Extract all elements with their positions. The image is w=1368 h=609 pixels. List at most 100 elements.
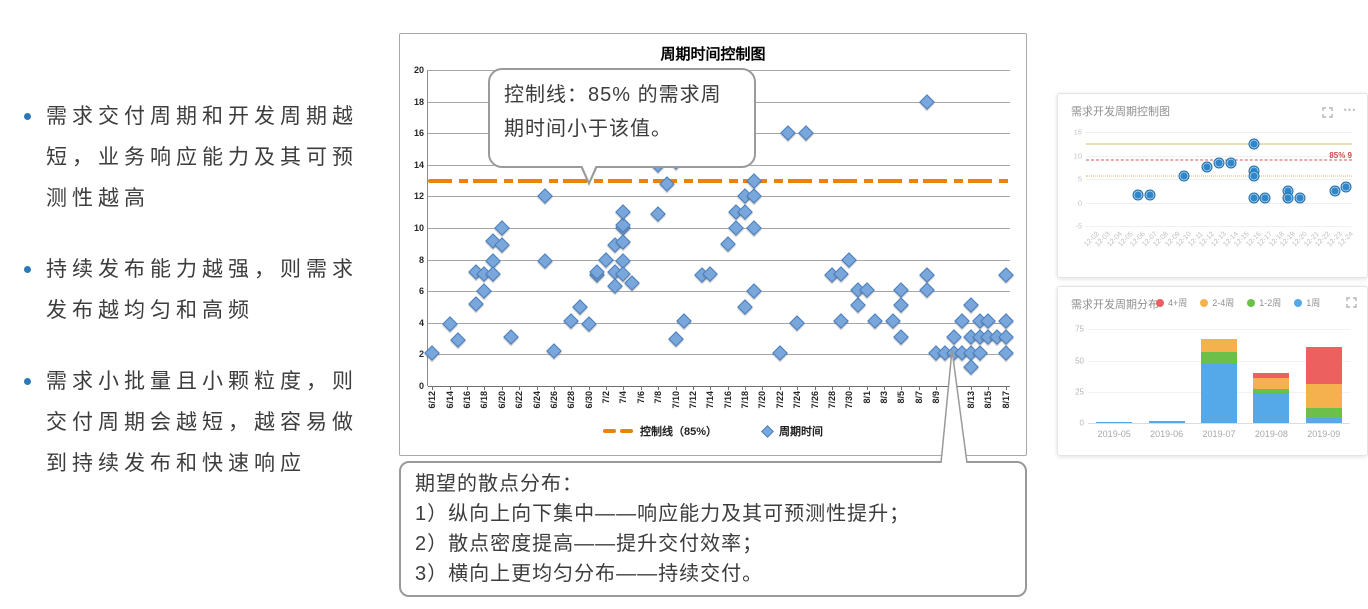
y-tick-label: 5 bbox=[1077, 174, 1082, 184]
x-tick-label: 6/26 bbox=[548, 391, 559, 409]
y-tick-label: 20 bbox=[413, 65, 424, 75]
x-tick bbox=[658, 386, 660, 390]
y-tick-label: -5 bbox=[1075, 221, 1082, 231]
bars-legend: 4+周 2-4周 1-2周 1周 bbox=[1156, 296, 1320, 309]
scatter-point bbox=[971, 345, 988, 361]
x-tick bbox=[936, 386, 938, 390]
y-tick-label: 14 bbox=[413, 159, 424, 170]
legend-label: 1-2周 bbox=[1259, 298, 1282, 308]
scatter-point bbox=[441, 316, 458, 333]
scatter-point bbox=[1329, 185, 1341, 197]
scatter-point bbox=[997, 345, 1014, 361]
x-tick bbox=[536, 386, 538, 390]
scatter-point bbox=[745, 172, 762, 189]
scatter-point bbox=[450, 332, 467, 348]
x-tick-label: 7/20 bbox=[757, 391, 768, 409]
scatter-point bbox=[893, 329, 910, 345]
expand-icon[interactable] bbox=[1322, 105, 1333, 118]
expected-distribution-note: 期望的散点分布： 1）纵向上向下集中——响应能力及其可预测性提升； 2）散点密度… bbox=[399, 461, 1027, 597]
expand-icon[interactable] bbox=[1346, 295, 1357, 308]
gridline bbox=[1086, 155, 1352, 157]
x-tick-label: 8/15 bbox=[983, 391, 994, 409]
card-title: 需求开发周期分布 bbox=[1071, 299, 1159, 311]
bar bbox=[1096, 422, 1133, 423]
scatter-point bbox=[841, 251, 858, 268]
y-tick-label: 0 bbox=[1077, 198, 1082, 207]
x-tick-label: 8/7 bbox=[913, 391, 924, 404]
scatter-point bbox=[745, 220, 762, 236]
gridline bbox=[428, 259, 1010, 261]
scatter-point bbox=[1248, 138, 1260, 150]
control-line bbox=[428, 178, 1010, 183]
legend-label: 控制线（85%） bbox=[639, 426, 718, 438]
category-label: 2019-09 bbox=[1307, 429, 1341, 439]
bar-segment bbox=[1253, 373, 1290, 378]
scatter-point bbox=[424, 345, 441, 361]
legend-swatch bbox=[1200, 298, 1209, 307]
x-tick-label: 7/6 bbox=[635, 391, 646, 404]
scatter-point bbox=[798, 125, 814, 141]
x-tick bbox=[484, 386, 486, 390]
card-actions bbox=[1346, 295, 1357, 308]
x-tick-label: 6/24 bbox=[531, 391, 542, 409]
legend-swatch bbox=[1156, 298, 1164, 307]
y-tick-label: 15 bbox=[1073, 127, 1082, 137]
gridline bbox=[1086, 132, 1352, 133]
x-tick-label: 7/18 bbox=[740, 391, 751, 409]
bar-segment bbox=[1096, 422, 1133, 423]
bullet-text: 持续发布能力越强，则需求发布越均匀和高频 bbox=[46, 258, 358, 322]
cycle-time-chart-panel: 周期时间控制图 0 2 4 6 8 10 12 14 16 18 20 6/12 6/14 6/16 6/1… bbox=[399, 33, 1027, 456]
x-tick bbox=[849, 386, 851, 390]
legend-item: 4+周 bbox=[1156, 296, 1187, 309]
x-tick bbox=[640, 386, 642, 390]
gridline bbox=[1086, 202, 1352, 204]
scatter-point bbox=[667, 330, 684, 347]
scatter-point bbox=[963, 297, 979, 314]
scatter-point bbox=[745, 283, 762, 299]
scatter-point bbox=[476, 283, 493, 299]
scatter-point bbox=[737, 299, 753, 315]
x-tick-label: 8/13 bbox=[965, 391, 976, 409]
note-line: 2）散点密度提高——提升交付效率； bbox=[415, 533, 764, 555]
scatter-point bbox=[1248, 192, 1260, 204]
scatter-point bbox=[1340, 181, 1352, 193]
legend-item-cycle-time: 周期时间 bbox=[761, 423, 823, 439]
scatter-point bbox=[858, 281, 875, 298]
x-tick bbox=[1005, 386, 1007, 390]
bar-segment bbox=[1305, 346, 1342, 385]
scatter-point bbox=[598, 251, 614, 268]
bar-segment bbox=[1253, 378, 1290, 390]
scatter-point bbox=[728, 220, 745, 236]
x-tick-label: 8/17 bbox=[1000, 391, 1011, 409]
note-line: 3）横向上更均匀分布——持续交付。 bbox=[415, 563, 764, 585]
x-tick-label: 7/30 bbox=[844, 391, 855, 409]
card-actions: ⋯ bbox=[1322, 102, 1357, 118]
category-label: 2019-07 bbox=[1202, 429, 1236, 439]
scatter-point bbox=[919, 281, 936, 298]
y-tick-label: 2 bbox=[418, 349, 424, 360]
more-menu-icon[interactable]: ⋯ bbox=[1343, 102, 1357, 117]
x-tick bbox=[675, 386, 677, 390]
x-tick bbox=[866, 386, 868, 390]
x-tick bbox=[953, 386, 955, 390]
y-tick-label: 10 bbox=[1073, 151, 1082, 160]
scatter-point bbox=[546, 343, 562, 360]
x-tick bbox=[519, 386, 521, 390]
control-line-swatch bbox=[602, 429, 633, 433]
dashboard-card-cycle-distribution: 需求开发周期分布 4+周 2-4周 1-2周 1周 0 25 50 75 2019-05 201… bbox=[1057, 286, 1368, 456]
y-tick-label: 50 bbox=[1075, 356, 1084, 365]
scatter-point bbox=[1248, 170, 1260, 182]
y-tick-label: 6 bbox=[418, 286, 424, 297]
legend-label: 2-4周 bbox=[1212, 298, 1235, 308]
scatter-point bbox=[1282, 192, 1294, 204]
scatter-point bbox=[615, 204, 632, 220]
scatter-point bbox=[485, 266, 501, 282]
x-tick bbox=[745, 386, 747, 390]
scatter-point bbox=[537, 253, 554, 269]
note-line: 期望的散点分布： bbox=[415, 473, 583, 495]
legend-label: 4+周 bbox=[1168, 298, 1188, 308]
x-tick bbox=[779, 386, 781, 390]
bar-segment bbox=[1305, 384, 1342, 408]
x-tick-label: 8/9 bbox=[931, 391, 942, 404]
